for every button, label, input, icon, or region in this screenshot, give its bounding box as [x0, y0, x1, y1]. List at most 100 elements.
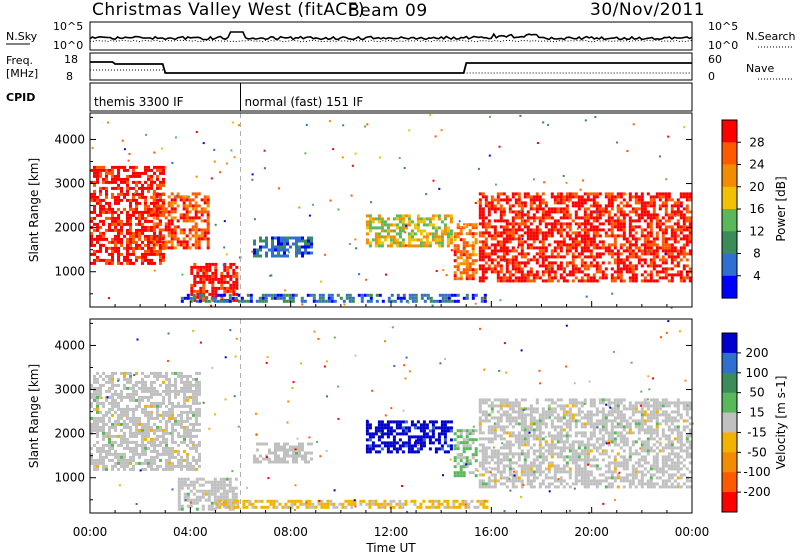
data-cell: [129, 219, 132, 223]
data-cell: [553, 249, 557, 253]
data-cell: [198, 477, 202, 481]
data-cell: [386, 502, 390, 506]
data-cell: [404, 429, 408, 433]
data-cell: [559, 231, 563, 235]
data-cell: [493, 204, 497, 208]
data-cell: [571, 255, 575, 259]
data-cell: [156, 455, 159, 459]
data-cell: [496, 461, 500, 465]
data-cell: [474, 259, 478, 263]
data-cell: [189, 410, 192, 414]
data-cell: [511, 443, 515, 447]
data-cell: [272, 499, 276, 503]
data-cell: [389, 429, 393, 433]
data-cell: [559, 198, 563, 202]
data-cell: [93, 237, 96, 241]
noise-cell: [341, 156, 344, 159]
data-cell: [601, 240, 605, 244]
data-cell: [129, 458, 132, 462]
data-cell: [628, 234, 632, 238]
data-cell: [661, 195, 665, 199]
data-cell: [526, 428, 530, 432]
data-cell: [219, 495, 223, 499]
data-cell: [526, 425, 530, 429]
data-cell: [117, 419, 120, 423]
data-cell: [96, 195, 99, 199]
data-cell: [446, 505, 450, 509]
data-cell: [219, 477, 223, 481]
data-cell: [520, 204, 524, 208]
data-cell: [474, 253, 478, 257]
data-cell: [182, 219, 186, 223]
data-cell: [159, 374, 162, 378]
data-cell: [219, 483, 223, 487]
data-cell: [300, 296, 304, 300]
data-cell: [478, 479, 482, 483]
data-cell: [182, 207, 186, 211]
data-cell: [517, 440, 521, 444]
data-cell: [99, 201, 102, 205]
data-cell: [622, 279, 626, 283]
data-cell: [468, 447, 472, 451]
data-cell: [369, 293, 373, 297]
data-cell: [508, 276, 512, 280]
data-cell: [162, 374, 165, 378]
data-cell: [673, 240, 677, 244]
data-cell: [206, 228, 210, 232]
data-cell: [646, 192, 650, 196]
data-cell: [374, 244, 378, 248]
data-cell: [377, 438, 381, 442]
data-cell: [685, 252, 689, 256]
data-cell: [682, 228, 686, 232]
data-cell: [114, 455, 117, 459]
data-cell: [574, 249, 578, 253]
data-cell: [446, 426, 450, 430]
data-cell: [625, 213, 629, 217]
data-cell: [144, 234, 147, 238]
data-cell: [676, 213, 680, 217]
data-cell: [478, 255, 482, 259]
data-cell: [517, 267, 521, 271]
data-cell: [153, 261, 156, 265]
data-cell: [462, 262, 466, 266]
data-cell: [661, 231, 665, 235]
data-cell: [288, 293, 292, 297]
data-cell: [661, 228, 665, 232]
data-cell: [368, 438, 372, 442]
data-cell: [135, 240, 138, 244]
data-cell: [120, 222, 123, 226]
data-cell: [144, 243, 147, 247]
data-cell: [164, 210, 168, 214]
data-cell: [153, 234, 156, 238]
data-cell: [206, 204, 210, 208]
data-cell: [323, 505, 327, 509]
data-cell: [649, 243, 653, 247]
data-cell: [368, 505, 372, 509]
data-cell: [176, 192, 180, 196]
data-cell: [535, 195, 539, 199]
data-cell: [401, 226, 405, 230]
data-cell: [261, 296, 265, 300]
data-region-5: [365, 214, 453, 248]
data-cell: [607, 243, 611, 247]
data-cell: [298, 236, 301, 240]
data-cell: [392, 499, 396, 503]
data-cell: [265, 242, 268, 246]
data-cell: [453, 265, 457, 269]
data-cell: [577, 255, 581, 259]
data-cell: [604, 231, 608, 235]
data-cell: [685, 192, 689, 196]
data-cell: [253, 457, 256, 461]
data-cell: [649, 228, 653, 232]
data-cell: [523, 452, 527, 456]
data-cell: [392, 235, 396, 239]
data-cell: [96, 249, 99, 253]
data-cell: [416, 420, 420, 424]
data-cell: [628, 255, 632, 259]
data-cell: [205, 271, 209, 275]
data-cell: [176, 240, 180, 244]
data-cell: [310, 442, 313, 446]
data-cell: [535, 192, 539, 196]
data-cell: [456, 235, 460, 239]
